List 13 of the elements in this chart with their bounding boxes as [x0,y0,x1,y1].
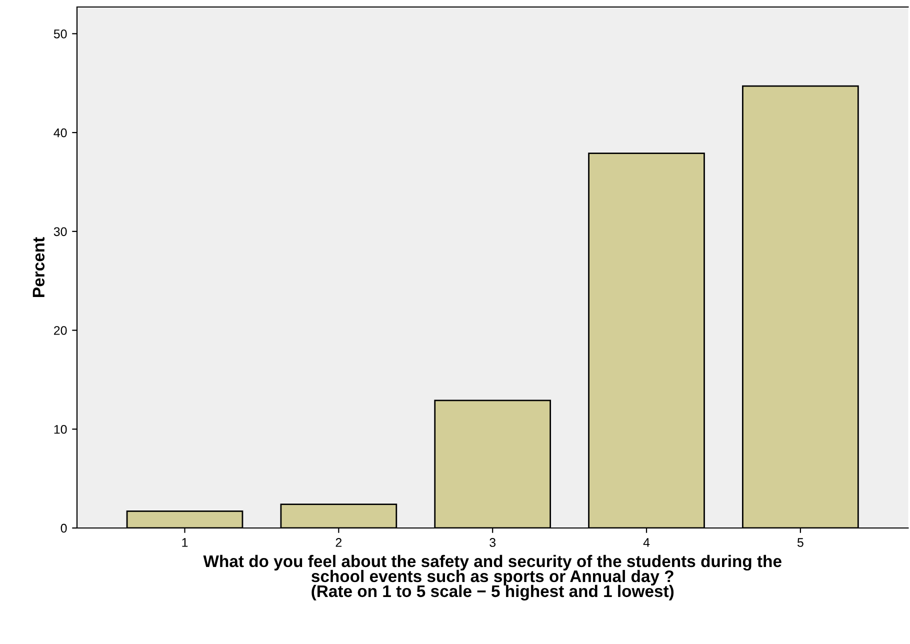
x-tick-label: 3 [490,538,496,547]
y-tick-label: 50 [54,29,67,38]
x-axis-title: What do you feel about the safety and security of the students during the school events such as sports or Annual day ? (Rate on 1 to 5 scale − 5 highest and 1 lowest) [203,554,782,600]
y-tick-label: 40 [54,128,67,138]
y-axis-title: Percent [32,237,45,297]
y-tick-label: 30 [54,227,67,236]
x-tick-label: 5 [797,538,804,547]
x-tick-label: 2 [336,538,342,547]
y-tick-label: 0 [60,524,67,533]
y-tick-label: 20 [54,326,67,335]
y-tick-label: 10 [54,424,67,434]
x-tick-label: 4 [643,538,650,547]
x-tick-label: 1 [182,538,188,547]
